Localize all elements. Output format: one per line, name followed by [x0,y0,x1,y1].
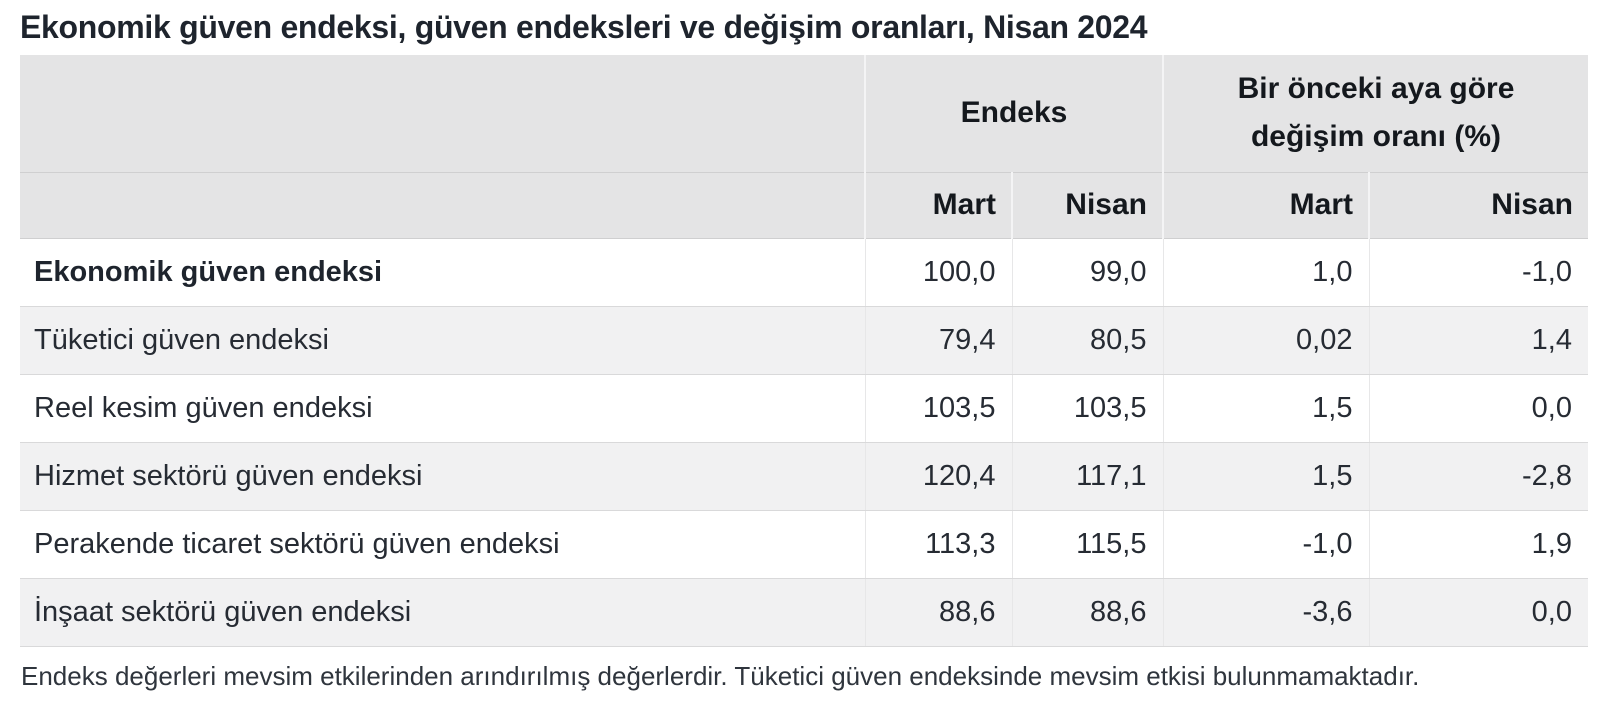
table-row: İnşaat sektörü güven endeksi 88,6 88,6 -… [20,578,1588,647]
table-sub-header-row: Mart Nisan Mart Nisan [20,172,1588,239]
cell-endeks-nisan: 103,5 [1011,374,1163,443]
cell-change-nisan: -1,0 [1368,238,1588,307]
footnote: Endeks değerleri mevsim etkilerinden arı… [21,660,1420,691]
cell-endeks-mart: 79,4 [864,306,1012,375]
row-label: Perakende ticaret sektörü güven endeksi [20,510,865,579]
cell-change-nisan: 1,4 [1368,306,1588,375]
table-row: Tüketici güven endeksi 79,4 80,5 0,02 1,… [20,306,1588,375]
row-label: Tüketici güven endeksi [20,306,865,375]
group-header-empty-cell [20,55,865,173]
cell-endeks-mart: 103,5 [864,374,1012,443]
confidence-index-table: Endeks Bir önceki aya göre değişim oranı… [20,55,1588,647]
cell-endeks-nisan: 115,5 [1011,510,1163,579]
row-label: Ekonomik güven endeksi [20,238,865,307]
table-group-header-row: Endeks Bir önceki aya göre değişim oranı… [20,55,1588,173]
cell-endeks-nisan: 117,1 [1011,442,1163,511]
cell-change-nisan: 1,9 [1368,510,1588,579]
cell-change-mart: -1,0 [1162,510,1369,579]
cell-endeks-mart: 113,3 [864,510,1012,579]
cell-change-mart: 0,02 [1162,306,1369,375]
cell-endeks-mart: 120,4 [864,442,1012,511]
sub-header-endeks-mart: Mart [864,172,1012,239]
group-header-endeks: Endeks [864,55,1163,173]
cell-change-mart: 1,5 [1162,374,1369,443]
cell-change-nisan: -2,8 [1368,442,1588,511]
cell-change-mart: 1,0 [1162,238,1369,307]
table-row: Ekonomik güven endeksi 100,0 99,0 1,0 -1… [20,238,1588,307]
table-row: Reel kesim güven endeksi 103,5 103,5 1,5… [20,374,1588,443]
sub-header-change-mart: Mart [1162,172,1369,239]
table-row: Perakende ticaret sektörü güven endeksi … [20,510,1588,579]
cell-change-nisan: 0,0 [1368,578,1588,647]
row-label: İnşaat sektörü güven endeksi [20,578,865,647]
cell-endeks-nisan: 99,0 [1011,238,1163,307]
row-label: Reel kesim güven endeksi [20,374,865,443]
sub-header-change-nisan: Nisan [1368,172,1588,239]
sub-header-empty-cell [20,172,865,239]
cell-change-mart: 1,5 [1162,442,1369,511]
row-label: Hizmet sektörü güven endeksi [20,442,865,511]
page-title: Ekonomik güven endeksi, güven endeksleri… [20,9,1148,45]
table-row: Hizmet sektörü güven endeksi 120,4 117,1… [20,442,1588,511]
cell-endeks-nisan: 88,6 [1011,578,1163,647]
cell-endeks-mart: 100,0 [864,238,1012,307]
cell-change-mart: -3,6 [1162,578,1369,647]
cell-endeks-mart: 88,6 [864,578,1012,647]
group-header-change-rate: Bir önceki aya göre değişim oranı (%) [1162,55,1588,173]
cell-change-nisan: 0,0 [1368,374,1588,443]
cell-endeks-nisan: 80,5 [1011,306,1163,375]
sub-header-endeks-nisan: Nisan [1011,172,1163,239]
